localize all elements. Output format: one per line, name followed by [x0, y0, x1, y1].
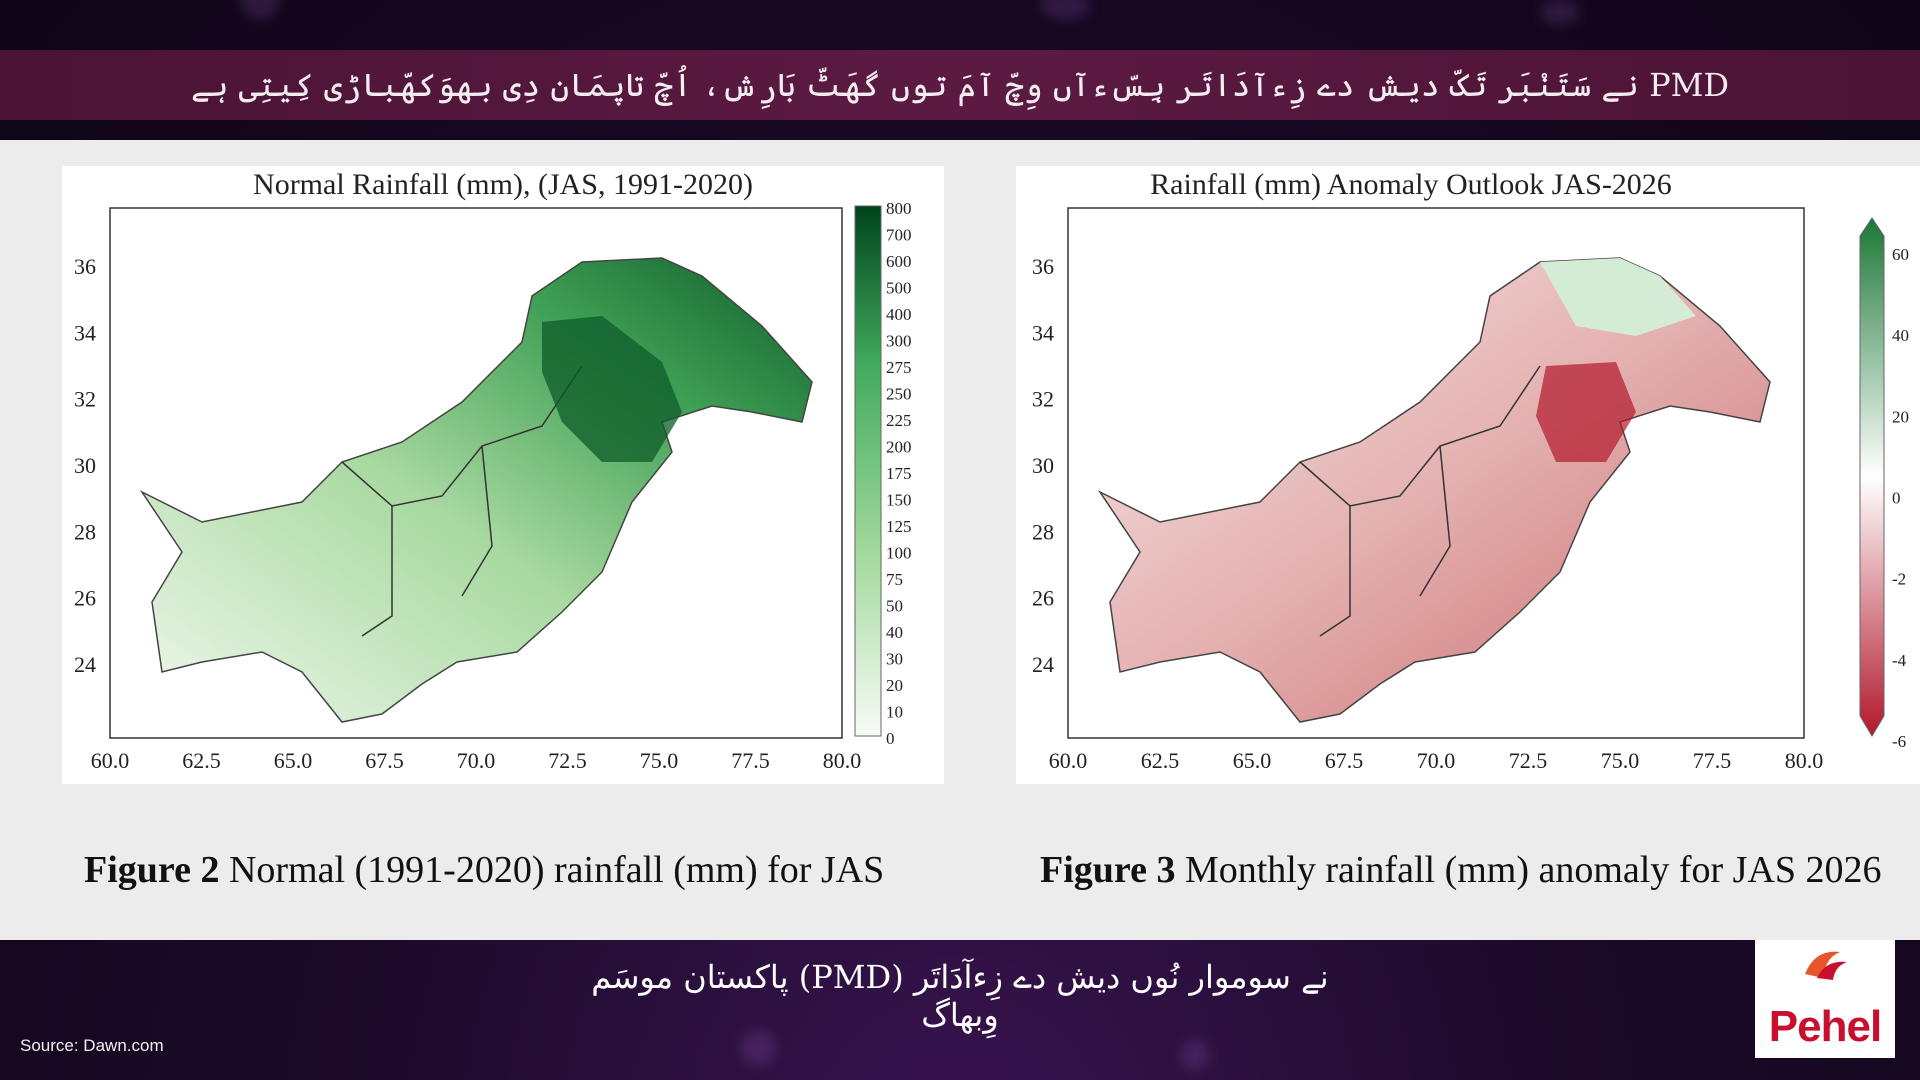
ticker-text: نے سوموار نُوں دیش دے زِءآدَاتَر (PMD) پ… [591, 958, 1329, 1034]
y-tick-label: 26 [74, 586, 96, 611]
y-tick-label: 36 [1032, 254, 1054, 279]
colorbar-tick-label: -2 [1892, 570, 1906, 589]
bokeh-light [740, 1030, 776, 1066]
colorbar-tick-label: 250 [886, 385, 912, 404]
x-tick-label: 60.0 [91, 748, 130, 773]
colorbar-tick-label: 600 [886, 252, 912, 271]
colorbar-tick-label: 125 [886, 517, 912, 536]
province-boundary [1299, 365, 1541, 637]
colorbar-tick-label: 800 [886, 199, 912, 218]
colorbar-tick-label: 40 [886, 623, 903, 642]
y-tick-label: 32 [1032, 387, 1054, 412]
north-region [1540, 258, 1696, 336]
x-tick-label: 75.0 [1601, 748, 1640, 773]
strong-deficit-region [1536, 362, 1636, 462]
bokeh-light [240, 0, 280, 20]
x-tick-label: 72.5 [548, 748, 587, 773]
x-tick-label: 60.0 [1049, 748, 1088, 773]
x-tick-label: 70.0 [1417, 748, 1456, 773]
x-tick-label: 65.0 [1233, 748, 1272, 773]
colorbar-tick-label: 30 [886, 650, 903, 669]
anomaly-outlook-map: Rainfall (mm) Anomaly Outlook JAS-2026 [1016, 166, 1920, 784]
colorbar-tick-label: 100 [886, 544, 912, 563]
colorbar-tick-label: 175 [886, 464, 912, 483]
source-label: Source: Dawn.com [20, 1036, 164, 1055]
normal-rainfall-map: Normal Rainfall (mm), (JAS, 1991-2020) [62, 166, 944, 784]
headline-banner: PMD نے سَتَنْبَر تَکّ دیش دے زِءآدَاتَر … [0, 50, 1920, 120]
y-tick-label: 34 [1032, 320, 1054, 345]
figure-3-caption: Figure 3 Monthly rainfall (mm) anomaly f… [1040, 848, 1882, 892]
colorbar-tick-label: 700 [886, 226, 912, 245]
x-tick-label: 72.5 [1509, 748, 1548, 773]
colorbar-tick-label: 500 [886, 279, 912, 298]
x-tick-label: 62.5 [1141, 748, 1180, 773]
colorbar-tick-label: 60 [1892, 245, 1909, 264]
bokeh-light [1540, 0, 1580, 25]
caption-text: Monthly rainfall (mm) anomaly for JAS 20… [1175, 849, 1882, 891]
colorbar-tick-label: 75 [886, 570, 903, 589]
bokeh-light [1040, 0, 1090, 20]
y-tick-label: 30 [74, 453, 96, 478]
colorbar-tick-label: 50 [886, 597, 903, 616]
x-tick-label: 80.0 [1785, 748, 1824, 773]
y-tick-label: 28 [1032, 519, 1054, 544]
colorbar-tick-label: 0 [1892, 489, 1901, 508]
colorbar-tick-label: -4 [1892, 651, 1907, 670]
colorbar-tick-label: 20 [886, 676, 903, 695]
x-tick-label: 77.5 [731, 748, 770, 773]
pehel-logo: Pehel [1755, 940, 1895, 1058]
x-tick-label: 75.0 [640, 748, 679, 773]
colorbar-tick-label: 300 [886, 332, 912, 351]
colorbar-tick-label: 0 [886, 729, 895, 748]
caption-label: Figure 2 [84, 849, 220, 891]
map-title: Normal Rainfall (mm), (JAS, 1991-2020) [253, 168, 753, 201]
x-tick-label: 65.0 [274, 748, 313, 773]
colorbar-tick-label: -6 [1892, 732, 1906, 751]
bokeh-light [1180, 1040, 1210, 1070]
colorbar-tick-label: 200 [886, 438, 912, 457]
y-tick-label: 24 [1032, 652, 1054, 677]
colorbar-tick-label: 275 [886, 358, 912, 377]
map-plot: 60.0 62.5 65.0 67.5 70.0 72.5 75.0 77.5 80.0 36 3… [1032, 207, 1909, 773]
colorbar-tick-label: 150 [886, 491, 912, 510]
x-tick-label: 62.5 [182, 748, 221, 773]
colorbar-tick-label: 20 [1892, 407, 1909, 426]
colorbar-tick-label: 400 [886, 305, 912, 324]
y-tick-label: 26 [1032, 586, 1054, 611]
headline-text: PMD نے سَتَنْبَر تَکّ دیش دے زِءآدَاتَر … [190, 66, 1730, 104]
x-tick-label: 67.5 [1325, 748, 1364, 773]
province-boundary [341, 365, 583, 637]
y-tick-label: 34 [74, 320, 96, 345]
figure-2-caption: Figure 2 Normal (1991-2020) rainfall (mm… [84, 848, 884, 892]
x-tick-label: 70.0 [457, 748, 496, 773]
y-tick-label: 36 [74, 254, 96, 279]
figure-panel: Normal Rainfall (mm), (JAS, 1991-2020) [0, 140, 1920, 940]
logo-text: Pehel [1768, 1002, 1882, 1051]
y-tick-label: 32 [74, 387, 96, 412]
map-plot: 60.0 62.5 65.0 67.5 70.0 72.5 75.0 77.5 80.0 36 3… [74, 199, 912, 773]
logo-mark-icon [1805, 951, 1847, 980]
colorbar [854, 205, 882, 737]
high-rain-region [542, 316, 682, 462]
x-tick-label: 77.5 [1693, 748, 1732, 773]
map-title: Rainfall (mm) Anomaly Outlook JAS-2026 [1150, 168, 1672, 201]
colorbar [1859, 217, 1885, 737]
colorbar-tick-label: 40 [1892, 326, 1909, 345]
colorbar-tick-label: 225 [886, 411, 912, 430]
caption-label: Figure 3 [1040, 849, 1176, 891]
colorbar-tick-label: 10 [886, 703, 903, 722]
y-tick-label: 30 [1032, 453, 1054, 478]
x-tick-label: 80.0 [823, 748, 862, 773]
x-tick-label: 67.5 [365, 748, 404, 773]
y-tick-label: 24 [74, 652, 96, 677]
y-tick-label: 28 [74, 519, 96, 544]
caption-text: Normal (1991-2020) rainfall (mm) for JAS [219, 849, 885, 891]
